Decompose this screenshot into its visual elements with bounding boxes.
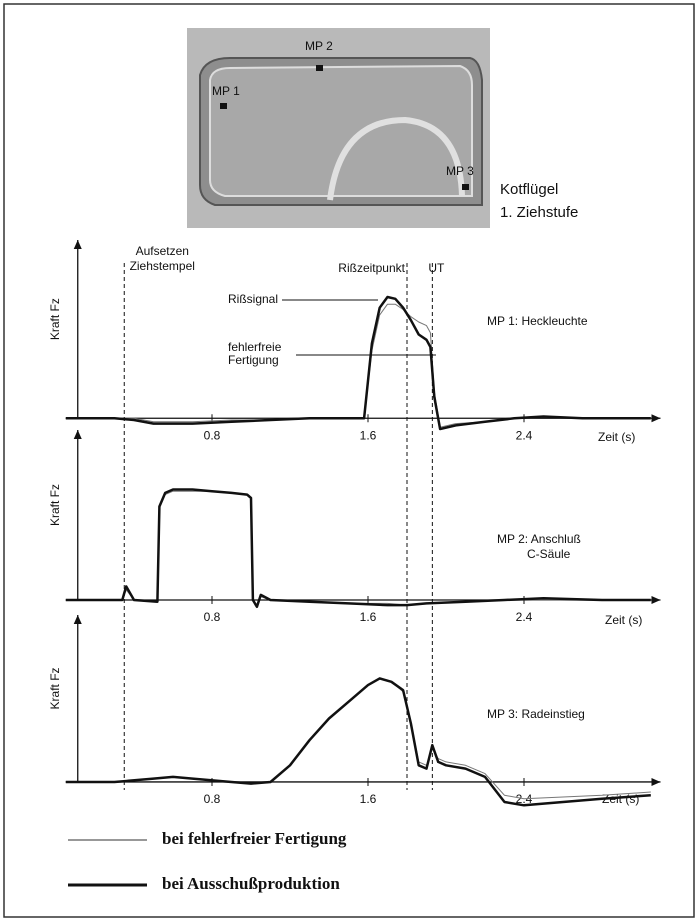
mp-marker <box>316 65 323 71</box>
legend-label: bei fehlerfreier Fertigung <box>162 829 347 848</box>
axis-arrow <box>651 596 661 604</box>
chart-title: MP 3: Radeinstieg <box>487 707 585 721</box>
x-tick-label: 2.4 <box>516 610 533 624</box>
x-tick-label: 0.8 <box>204 610 221 624</box>
event-label: Aufsetzen <box>136 244 189 258</box>
axis-arrow <box>651 777 661 786</box>
series-line <box>65 677 651 800</box>
chart-title: C-Säule <box>527 547 571 561</box>
photo-label: MP 2 <box>305 39 333 53</box>
mp-marker <box>220 103 227 109</box>
series-line <box>65 677 651 807</box>
event-label: UT <box>428 261 445 275</box>
y-axis-label: Kraft Fz <box>48 298 62 340</box>
annotation: fehlerfreie <box>228 340 282 354</box>
fender-inner <box>209 64 473 197</box>
y-axis-label: Kraft Fz <box>48 484 62 526</box>
chart-title: MP 2: Anschluß <box>497 532 581 546</box>
event-label: Ziehstempel <box>130 259 195 273</box>
x-tick-label: 0.8 <box>204 428 221 442</box>
photo-caption: 1. Ziehstufe <box>500 204 578 221</box>
axis-arrow <box>651 414 661 423</box>
x-axis-label: Zeit (s) <box>605 613 642 627</box>
legend-label: bei Ausschußproduktion <box>162 874 340 893</box>
annotation: Rißsignal <box>228 292 278 306</box>
y-axis-label: Kraft Fz <box>48 667 62 709</box>
event-label: Rißzeitpunkt <box>338 261 405 275</box>
series-line <box>65 488 651 609</box>
axis-arrow <box>73 615 82 624</box>
chart-title: MP 1: Heckleuchte <box>487 314 588 328</box>
frame <box>3 3 695 918</box>
mp-marker <box>462 184 469 190</box>
x-tick-label: 0.8 <box>204 792 221 806</box>
photo-label: MP 1 <box>212 84 240 98</box>
series-line <box>65 295 651 431</box>
x-tick-label: 1.6 <box>360 610 377 624</box>
x-tick-label: 1.6 <box>360 428 377 442</box>
annotation: Fertigung <box>228 353 279 367</box>
wheel-arch <box>327 116 465 201</box>
axis-arrow <box>73 240 82 249</box>
x-axis-label: Zeit (s) <box>598 430 635 444</box>
photo-caption: Kotflügel <box>500 181 558 198</box>
x-tick-label: 2.4 <box>516 428 533 442</box>
x-tick-label: 1.6 <box>360 792 377 806</box>
photo-label: MP 3 <box>446 164 474 178</box>
photo: MP 1 MP 2 MP 3 <box>187 28 490 228</box>
axis-arrow <box>73 430 82 439</box>
